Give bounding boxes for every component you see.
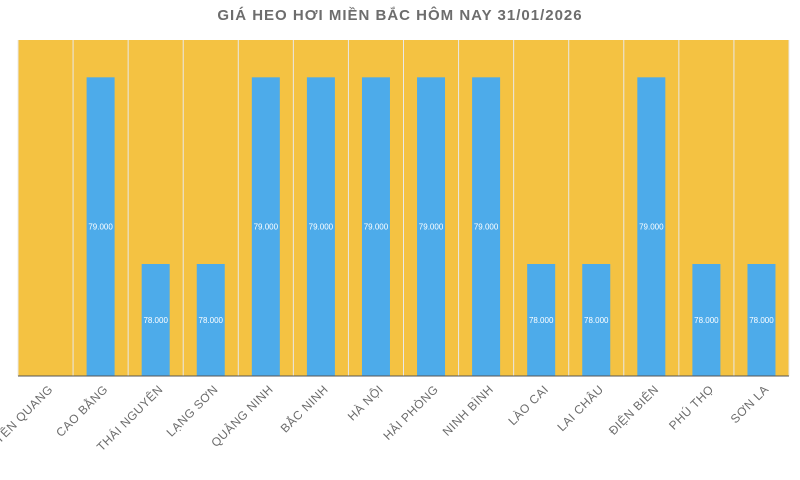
chart-title: GIÁ HEO HƠI MIỀN BẮC HÔM NAY 31/01/2026: [217, 7, 583, 24]
x-tick-label: CAO BẰNG: [52, 382, 110, 440]
data-labels: 79.000 78.000 78.000 79.000 79.000 79.000 79.0…: [88, 223, 774, 325]
bar: [361, 77, 390, 376]
bar: [472, 77, 501, 376]
bars: [86, 77, 776, 376]
bar-value-label: 78.000: [199, 316, 224, 325]
bar-value-label: 79.000: [88, 223, 113, 232]
bar-value-label: 79.000: [419, 223, 444, 232]
x-tick-label: BẮC NINH: [277, 382, 331, 436]
x-tick-label: TUYÊN QUANG: [0, 382, 56, 459]
bar: [417, 77, 446, 376]
bar: [637, 77, 666, 376]
x-tick-label: SƠN LA: [728, 382, 772, 426]
bar-value-label: 79.000: [639, 223, 664, 232]
bar-value-label: 78.000: [584, 316, 609, 325]
bar: [251, 77, 280, 376]
bar: [86, 77, 115, 376]
bar: [582, 264, 611, 376]
bar-value-label: 79.000: [309, 223, 334, 232]
bar-value-label: 79.000: [474, 223, 499, 232]
bar-value-label: 78.000: [529, 316, 554, 325]
x-tick-label: LAI CHÂU: [554, 382, 607, 435]
bar: [747, 264, 776, 376]
bar: [527, 264, 556, 376]
gridlines: [17, 40, 790, 376]
bar: [306, 77, 335, 376]
bar-value-label: 79.000: [254, 223, 279, 232]
bar-value-label: 78.000: [143, 316, 168, 325]
x-tick-label: PHÚ THỌ: [665, 382, 716, 433]
bar-value-label: 78.000: [694, 316, 719, 325]
x-tick-label: ĐIỆN BIÊN: [605, 382, 661, 438]
x-tick-label: HÀ NỘI: [344, 382, 386, 424]
bar: [141, 264, 170, 376]
bar-value-label: 79.000: [364, 223, 389, 232]
x-tick-label: NINH BÌNH: [439, 382, 496, 439]
x-tick-label: LẠNG SƠN: [164, 382, 221, 439]
x-tick-label: HẢI PHÒNG: [380, 382, 441, 443]
x-tick-label: LÀO CAI: [505, 382, 552, 429]
bar: [196, 264, 225, 376]
bar: [692, 264, 721, 376]
bar-value-label: 78.000: [749, 316, 774, 325]
